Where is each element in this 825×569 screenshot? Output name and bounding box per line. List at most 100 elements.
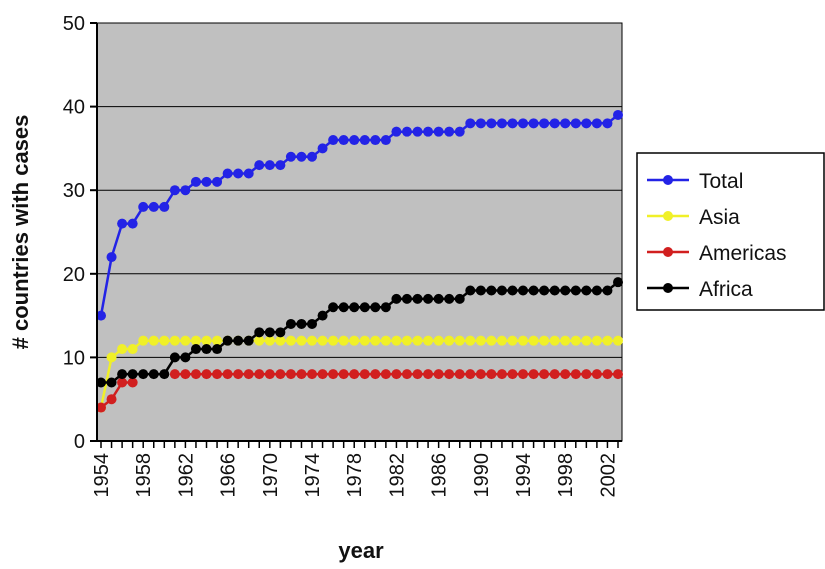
data-point-total: [338, 135, 349, 146]
data-point-africa: [613, 277, 623, 288]
data-point-asia: [349, 335, 360, 346]
data-point-americas: [507, 369, 518, 380]
data-point-asia: [285, 335, 296, 346]
data-point-asia: [212, 335, 223, 346]
data-point-asia: [581, 335, 592, 346]
data-point-total: [212, 176, 223, 187]
data-point-asia: [307, 335, 318, 346]
data-point-total: [96, 310, 106, 321]
data-point-americas: [433, 369, 444, 380]
data-point-total: [127, 218, 138, 229]
legend-item-americas: Americas: [647, 242, 787, 265]
y-axis-title: # countries with cases: [8, 115, 33, 350]
data-point-americas: [370, 369, 381, 380]
data-point-asia: [401, 335, 412, 346]
x-tick-label: 1986: [429, 453, 451, 498]
legend-label: Total: [699, 170, 743, 193]
data-point-total: [475, 118, 486, 129]
data-point-total: [159, 201, 170, 212]
data-point-africa: [307, 318, 318, 329]
data-point-asia: [201, 335, 212, 346]
data-point-africa: [328, 302, 339, 313]
data-point-americas: [307, 369, 318, 380]
data-point-asia: [486, 335, 497, 346]
data-point-total: [570, 118, 581, 129]
data-point-asia: [423, 335, 434, 346]
data-point-americas: [401, 369, 412, 380]
data-point-asia: [602, 335, 613, 346]
data-point-africa: [275, 327, 286, 338]
data-point-asia: [148, 335, 159, 346]
data-point-africa: [233, 335, 244, 346]
data-point-americas: [475, 369, 486, 380]
data-point-africa: [338, 302, 349, 313]
data-point-asia: [117, 344, 128, 355]
data-point-asia: [454, 335, 465, 346]
data-point-total: [317, 143, 328, 154]
x-tick-label: 1982: [386, 453, 408, 498]
data-point-total: [496, 118, 507, 129]
data-point-africa: [127, 369, 138, 380]
legend-item-total: Total: [647, 170, 743, 193]
y-tick-label: 10: [63, 347, 85, 369]
y-tick-label: 50: [63, 13, 85, 35]
data-point-africa: [370, 302, 381, 313]
data-point-africa: [401, 293, 412, 304]
data-point-americas: [391, 369, 402, 380]
data-point-total: [296, 151, 307, 162]
data-point-total: [106, 252, 117, 263]
data-point-americas: [581, 369, 592, 380]
data-point-americas: [212, 369, 223, 380]
data-point-africa: [570, 285, 581, 296]
data-point-africa: [148, 369, 159, 380]
data-point-asia: [254, 335, 265, 346]
data-point-africa: [465, 285, 476, 296]
data-point-total: [528, 118, 539, 129]
data-point-asia: [496, 335, 507, 346]
y-tick-label: 20: [63, 264, 85, 286]
data-point-asia: [159, 335, 170, 346]
data-point-americas: [496, 369, 507, 380]
data-point-asia: [465, 335, 476, 346]
data-point-americas: [296, 369, 307, 380]
data-point-africa: [190, 344, 201, 355]
data-point-americas: [117, 377, 128, 388]
data-point-asia: [169, 335, 180, 346]
data-point-asia: [613, 335, 623, 346]
data-point-africa: [285, 318, 296, 329]
data-point-asia: [560, 335, 571, 346]
data-point-total: [391, 126, 402, 137]
data-point-africa: [549, 285, 560, 296]
data-point-africa: [159, 369, 170, 380]
data-point-americas: [454, 369, 465, 380]
data-point-total: [254, 160, 265, 171]
series-total: [96, 109, 623, 321]
data-point-asia: [296, 335, 307, 346]
data-point-africa: [391, 293, 402, 304]
data-point-total: [275, 160, 286, 171]
data-point-asia: [570, 335, 581, 346]
data-point-total: [465, 118, 476, 129]
data-point-africa: [528, 285, 539, 296]
data-point-total: [560, 118, 571, 129]
data-point-africa: [475, 285, 486, 296]
x-tick-label: 1990: [471, 453, 493, 498]
data-point-total: [518, 118, 529, 129]
data-point-total: [380, 135, 391, 146]
data-point-americas: [591, 369, 602, 380]
data-point-total: [243, 168, 254, 179]
legend-swatch-marker: [663, 175, 673, 185]
data-point-asia: [275, 335, 286, 346]
data-point-americas: [180, 369, 191, 380]
legend-item-africa: Africa: [647, 278, 753, 301]
legend-swatch-marker: [663, 247, 673, 257]
data-point-americas: [359, 369, 370, 380]
data-point-africa: [454, 293, 465, 304]
data-point-total: [233, 168, 244, 179]
data-point-americas: [518, 369, 529, 380]
data-point-africa: [349, 302, 360, 313]
legend-label: Africa: [699, 278, 753, 301]
data-point-africa: [507, 285, 518, 296]
data-point-americas: [465, 369, 476, 380]
